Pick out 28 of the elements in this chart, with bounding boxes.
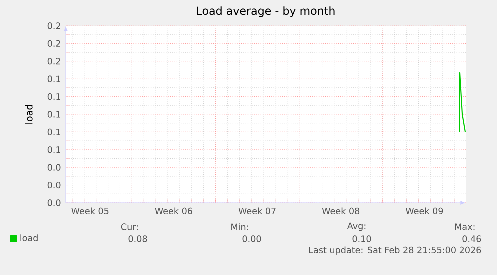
text: 0.10 bbox=[352, 236, 372, 242]
y-tick-label: 0.2 bbox=[48, 22, 60, 30]
y-tick-label: 0.2 bbox=[48, 40, 60, 48]
y-axis-title: load bbox=[25, 105, 33, 124]
x-tick-label: Week 06 bbox=[155, 208, 192, 215]
text: Cur: bbox=[121, 224, 138, 230]
y-tick-label: 0.1 bbox=[48, 128, 60, 136]
x-tick-label: Week 05 bbox=[72, 208, 109, 215]
text: 0.00 bbox=[242, 236, 262, 242]
y-tick-label: 0.1 bbox=[48, 111, 60, 118]
text: Last update: Sat Feb 28 21:55:00 2026 bbox=[309, 246, 482, 256]
y-tick-label: 0.0 bbox=[48, 200, 61, 206]
y-tick-label: 0.1 bbox=[48, 146, 60, 154]
y-tick-label: 0.1 bbox=[48, 93, 60, 100]
y-tick-label: 0.2 bbox=[48, 58, 60, 65]
y-tick-label: 0.1 bbox=[48, 76, 60, 82]
legend-label: load bbox=[20, 234, 38, 242]
x-tick-label: Week 07 bbox=[238, 208, 276, 215]
y-tick-label: 0.0 bbox=[48, 182, 61, 189]
text: Max: bbox=[455, 224, 475, 230]
x-tick-label: Week 08 bbox=[322, 208, 360, 215]
text: 0.08 bbox=[128, 236, 148, 242]
text: Avg: bbox=[347, 222, 366, 232]
x-tick-label: Week 09 bbox=[406, 208, 444, 215]
chart-title: Load average - by month bbox=[197, 6, 335, 18]
text: Min: bbox=[232, 224, 248, 230]
text: 0.46 bbox=[462, 236, 482, 242]
y-tick-label: 0.0 bbox=[48, 164, 61, 171]
